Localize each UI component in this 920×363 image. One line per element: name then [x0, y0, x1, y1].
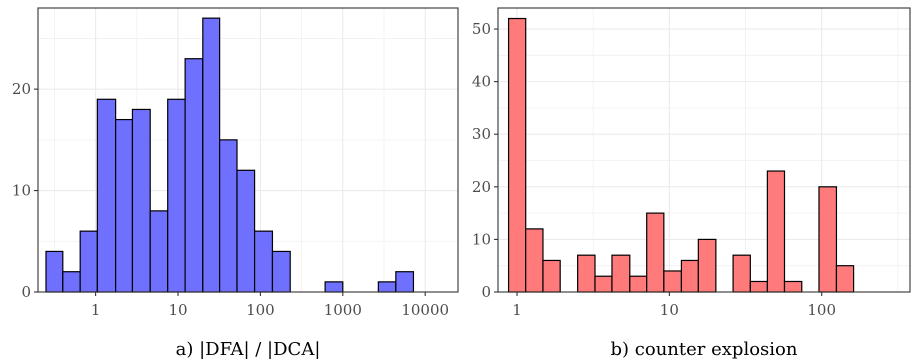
bar-1	[525, 228, 544, 293]
bar-14	[749, 280, 768, 293]
x-tick-label-4: 10000	[401, 301, 449, 319]
y-tick-label-2: 20	[12, 80, 31, 98]
bar-1	[62, 271, 81, 293]
bar-16	[783, 280, 803, 293]
bar-16	[324, 281, 344, 293]
panel-b-histogram: 0 10 20 30 40 50 1 10 100 b) counter explosion	[472, 7, 911, 360]
bar-7	[167, 98, 186, 293]
bar-2	[79, 230, 98, 293]
x-tick-label-3: 1000	[324, 301, 362, 319]
bar-4	[577, 254, 596, 293]
x-tick-label-2: 100	[246, 301, 275, 319]
y-tick-label-4: 40	[472, 73, 491, 91]
bar-13	[732, 254, 751, 293]
panel-border	[497, 7, 911, 293]
bar-20	[395, 271, 415, 293]
y-tick-label-0: 0	[481, 283, 491, 301]
bar-9	[202, 17, 221, 293]
panel-border	[37, 7, 459, 293]
bar-7	[629, 275, 648, 293]
bar-8	[646, 212, 665, 293]
bar-11	[236, 169, 256, 293]
bar-13	[271, 250, 291, 293]
bar-6	[149, 210, 169, 293]
x-axis-title: b) counter explosion	[611, 339, 798, 360]
y-tick-label-0: 0	[21, 283, 31, 301]
bar-15	[766, 170, 786, 293]
x-tick-label-1: 10	[660, 301, 679, 319]
x-tick-label-2: 100	[807, 301, 836, 319]
bar-12	[253, 230, 274, 293]
x-tick-label-1: 10	[168, 301, 187, 319]
panel-a-histogram: 0 10 20 1 10 100 1000 10000 a) |DFA| / |DCA|	[12, 7, 459, 360]
y-tick-label-2: 20	[472, 178, 491, 196]
x-tick-label-0: 1	[512, 301, 522, 319]
x-tick-label-0: 1	[91, 301, 101, 319]
y-tick-label-5: 50	[472, 20, 491, 38]
bar-9	[663, 270, 683, 293]
x-axis-title: a) |DFA| / |DCA|	[176, 339, 321, 360]
y-tick-label-1: 10	[472, 230, 491, 248]
y-tick-label-1: 10	[12, 182, 31, 200]
bar-11	[697, 238, 717, 293]
bar-19	[377, 281, 397, 293]
bar-2	[542, 259, 561, 293]
bar-19	[835, 265, 855, 293]
bar-0	[45, 250, 64, 293]
bar-3	[96, 98, 117, 293]
bar-0	[507, 17, 527, 293]
bar-10	[219, 139, 238, 293]
bar-5	[131, 108, 151, 293]
y-tick-label-3: 30	[472, 125, 491, 143]
bar-8	[184, 58, 204, 293]
bar-18	[818, 186, 838, 293]
bar-6	[611, 254, 631, 293]
bar-10	[680, 259, 699, 293]
bar-5	[594, 275, 613, 293]
bar-4	[115, 118, 134, 293]
